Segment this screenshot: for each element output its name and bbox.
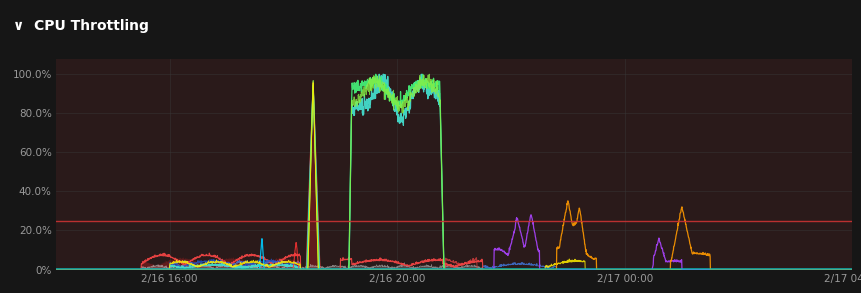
- Text: ∨  CPU Throttling: ∨ CPU Throttling: [13, 19, 149, 33]
